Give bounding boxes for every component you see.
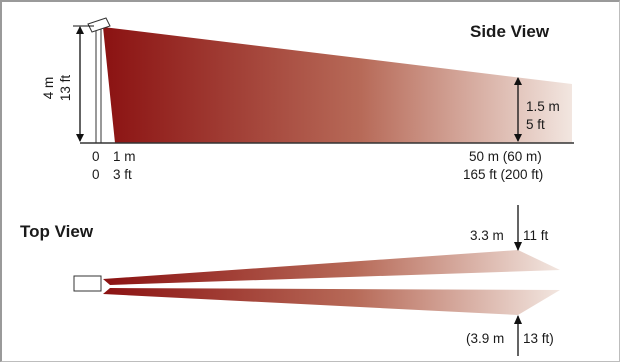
top-width-label-ft: 11 ft (523, 228, 549, 243)
distance-far-ft: 165 ft (200 ft) (463, 167, 543, 182)
bottom-width-arrow (514, 315, 522, 356)
distance-near-m: 1 m (113, 149, 136, 164)
far-height-label-m: 1.5 m (526, 99, 560, 114)
top-view-title: Top View (20, 222, 94, 241)
height-label-m: 4 m (41, 77, 56, 100)
sensor-box-icon (73, 275, 102, 292)
distance-far-m: 50 m (60 m) (469, 149, 542, 164)
far-height-dimension-arrow (514, 77, 522, 142)
height-label-ft: 13 ft (58, 75, 73, 102)
far-height-label-ft: 5 ft (526, 117, 545, 132)
height-dimension-arrow (73, 25, 94, 142)
side-view: Side View 4 m 13 ft 1.5 m 5 ft 0 0 1 m (41, 17, 574, 182)
bottom-width-label-m: (3.9 m (466, 331, 504, 346)
side-view-beam (103, 27, 572, 143)
distance-near-ft: 3 ft (113, 167, 132, 182)
top-view: Top View 3.3 m 11 ft (3.9 m 13 ft) (20, 205, 560, 356)
sensor-pole (95, 28, 102, 144)
top-width-arrow (514, 205, 522, 251)
distance-start-m: 0 (92, 149, 100, 164)
bottom-width-label-ft: 13 ft) (523, 331, 554, 346)
distance-start-ft: 0 (92, 167, 100, 182)
top-width-label-m: 3.3 m (470, 228, 504, 243)
side-view-title: Side View (470, 22, 550, 41)
top-view-beam-upper (103, 250, 560, 285)
sensor-head-icon (87, 17, 111, 33)
top-view-beam-lower (103, 288, 560, 315)
